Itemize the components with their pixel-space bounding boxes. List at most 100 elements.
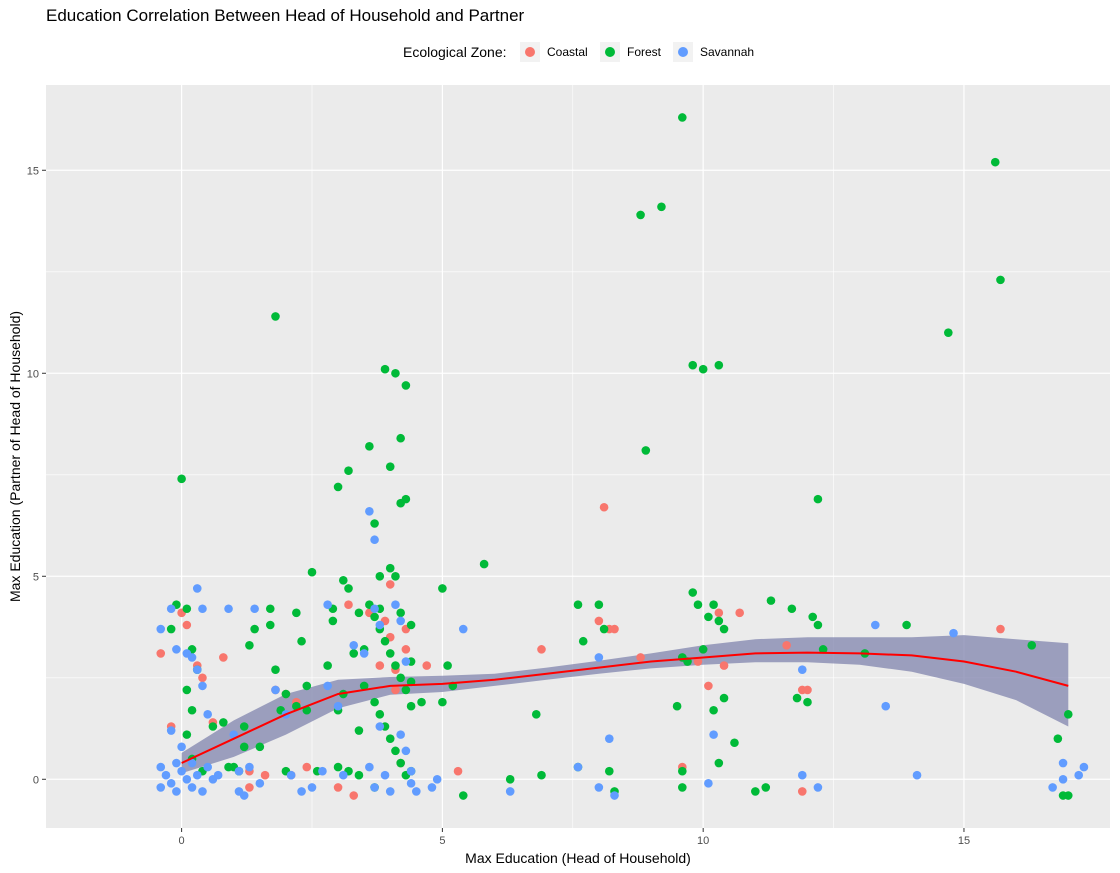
- point-forest: [302, 705, 312, 715]
- point-savannah: [177, 742, 186, 752]
- plot-panel: [46, 85, 1110, 828]
- point-savannah: [458, 624, 468, 634]
- point-savannah: [385, 787, 395, 796]
- point-savannah: [307, 783, 317, 792]
- point-savannah: [255, 779, 265, 788]
- x-tick-label: 0: [179, 835, 185, 847]
- point-forest: [219, 718, 228, 727]
- point-forest: [1063, 791, 1073, 800]
- point-savannah: [239, 791, 249, 800]
- smooth-line: [181, 651, 1069, 764]
- point-coastal: [797, 787, 807, 796]
- point-forest: [1027, 640, 1037, 650]
- point-forest: [370, 519, 379, 528]
- point-savannah: [203, 710, 212, 719]
- point-forest: [359, 681, 369, 691]
- point-savannah: [323, 681, 332, 691]
- point-savannah: [391, 600, 400, 609]
- point-savannah: [432, 774, 442, 784]
- point-forest: [458, 791, 468, 800]
- point-savannah: [156, 783, 166, 792]
- point-forest: [401, 685, 411, 695]
- y-tick-label: 0: [33, 774, 39, 786]
- point-forest: [406, 701, 416, 711]
- point-coastal: [349, 791, 359, 800]
- confidence-ribbon-group: [181, 635, 1069, 774]
- point-savannah: [604, 734, 614, 743]
- point-forest: [245, 640, 254, 650]
- legend-label-coastal: Coastal: [547, 45, 588, 59]
- point-forest: [391, 571, 400, 581]
- point-forest: [406, 620, 416, 630]
- point-savannah: [949, 628, 958, 638]
- point-savannah: [318, 766, 327, 776]
- point-coastal: [610, 624, 619, 634]
- point-coastal: [375, 661, 385, 670]
- point-savannah: [198, 681, 207, 691]
- point-forest: [996, 275, 1005, 285]
- point-forest: [239, 742, 249, 752]
- point-forest: [678, 113, 687, 122]
- y-tick-label: 10: [27, 368, 39, 380]
- point-coastal: [537, 645, 546, 654]
- point-forest: [344, 584, 353, 593]
- point-coastal: [704, 681, 713, 691]
- point-forest: [182, 730, 192, 739]
- point-savannah: [349, 640, 359, 650]
- point-forest: [1053, 734, 1063, 743]
- point-forest: [438, 584, 447, 593]
- point-savannah: [250, 604, 259, 614]
- point-forest: [297, 636, 306, 646]
- point-forest: [354, 726, 364, 735]
- point-forest: [385, 734, 395, 743]
- point-savannah: [192, 665, 202, 674]
- point-forest: [401, 381, 411, 390]
- point-forest: [438, 697, 447, 707]
- point-coastal: [333, 783, 343, 792]
- legend-dot-forest: [605, 47, 615, 57]
- point-forest: [604, 766, 614, 776]
- point-forest: [328, 616, 338, 626]
- legend: Ecological Zone: Coastal Forest Savannah: [0, 42, 1120, 64]
- point-savannah: [505, 787, 515, 796]
- point-savannah: [396, 616, 405, 626]
- point-forest: [292, 608, 301, 618]
- point-savannah: [412, 787, 421, 796]
- legend-key-coastal: [520, 42, 540, 62]
- point-coastal: [693, 657, 703, 666]
- point-forest: [307, 567, 317, 577]
- x-tick-label: 5: [439, 835, 445, 847]
- point-forest: [818, 645, 828, 654]
- y-tick-label: 5: [33, 571, 39, 583]
- point-savannah: [338, 770, 348, 780]
- point-savannah: [187, 653, 197, 662]
- point-forest: [714, 758, 724, 768]
- point-savannah: [333, 701, 343, 711]
- point-forest: [182, 604, 192, 614]
- point-savannah: [594, 783, 604, 792]
- point-savannah: [286, 770, 296, 780]
- point-forest: [599, 624, 609, 634]
- point-savannah: [234, 766, 244, 776]
- x-tick-label: 15: [958, 835, 970, 847]
- point-forest: [349, 649, 359, 658]
- point-savannah: [704, 779, 713, 788]
- major-gridlines: [46, 85, 1110, 828]
- point-savannah: [198, 787, 207, 796]
- point-forest: [250, 624, 259, 634]
- point-savannah: [1058, 758, 1068, 768]
- point-savannah: [213, 770, 223, 780]
- point-savannah: [375, 722, 385, 731]
- point-forest: [182, 685, 192, 695]
- point-forest: [657, 202, 666, 212]
- axes: 0 5 10 15 0 5 10 15: [27, 165, 970, 847]
- point-savannah: [401, 746, 411, 756]
- point-forest: [787, 604, 797, 614]
- point-savannah: [192, 770, 202, 780]
- point-savannah: [370, 783, 379, 792]
- legend-label-savannah: Savannah: [700, 45, 755, 59]
- legend-dot-savannah: [678, 47, 688, 57]
- point-forest: [813, 494, 823, 504]
- point-forest: [531, 710, 541, 719]
- point-forest: [672, 701, 682, 711]
